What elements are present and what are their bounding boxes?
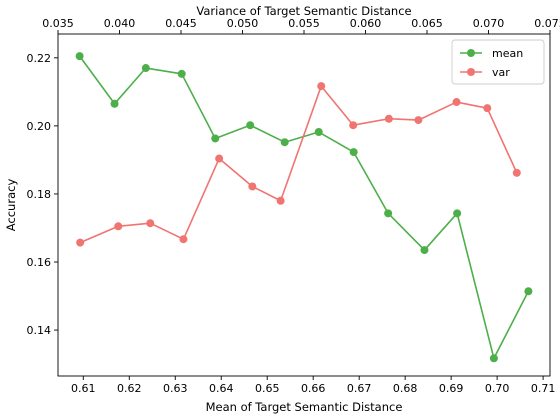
x-axis-label: Mean of Target Semantic Distance xyxy=(206,400,403,414)
data-point-var xyxy=(76,238,85,247)
x-tick-label: 0.62 xyxy=(117,382,142,395)
x-tick-label: 0.61 xyxy=(71,382,96,395)
data-point-var xyxy=(414,116,423,125)
top-x-tick-label: 0.055 xyxy=(288,17,320,30)
data-point-var xyxy=(276,196,285,205)
x-tick-label: 0.67 xyxy=(347,382,372,395)
plot-frame xyxy=(57,33,551,377)
y-tick-label: 0.14 xyxy=(27,324,52,337)
y-tick-label: 0.16 xyxy=(27,256,52,269)
data-point-mean xyxy=(110,99,119,108)
legend-marker-mean xyxy=(467,49,475,57)
data-point-var xyxy=(512,168,521,177)
x-tick-label: 0.71 xyxy=(531,382,556,395)
x-tick-label: 0.65 xyxy=(255,382,280,395)
data-point-mean xyxy=(314,128,323,137)
data-point-var xyxy=(215,154,224,163)
data-point-mean xyxy=(75,52,84,61)
top-x-tick-label: 0.075 xyxy=(534,17,560,30)
x-tick-label: 0.70 xyxy=(485,382,510,395)
legend-label-mean: mean xyxy=(492,47,523,60)
data-point-var xyxy=(452,98,461,107)
data-point-var xyxy=(317,82,326,91)
top-x-tick-label: 0.035 xyxy=(42,17,74,30)
data-point-mean xyxy=(246,121,255,130)
data-point-mean xyxy=(524,287,533,296)
y-tick-label: 0.18 xyxy=(27,188,52,201)
data-point-var xyxy=(114,222,123,231)
y-tick-label: 0.20 xyxy=(27,120,52,133)
top-x-tick-label: 0.045 xyxy=(165,17,197,30)
series-line-var xyxy=(79,85,518,244)
top-x-tick-label: 0.070 xyxy=(473,17,505,30)
data-point-mean xyxy=(141,64,150,73)
x-tick-label: 0.63 xyxy=(163,382,188,395)
data-point-var xyxy=(483,104,492,113)
axes-layer: 0.61 0.62 0.63 0.64 0.65 0.66 0.67 0.68 0.69 0.70… xyxy=(27,17,560,395)
data-point-mean xyxy=(349,148,358,157)
data-point-mean xyxy=(211,134,220,143)
data-point-var xyxy=(384,114,393,123)
x-tick-label: 0.68 xyxy=(393,382,418,395)
data-point-var xyxy=(248,182,257,191)
data-point-mean xyxy=(453,209,462,218)
top-x-tick-label: 0.040 xyxy=(104,17,136,30)
legend-label-var: var xyxy=(492,66,510,79)
data-point-var xyxy=(349,121,358,130)
legend: mean var xyxy=(451,39,545,85)
legend-marker-var xyxy=(467,68,475,76)
data-point-mean xyxy=(384,209,393,218)
top-x-tick-label: 0.060 xyxy=(350,17,382,30)
legend-box xyxy=(451,39,545,85)
x-tick-label: 0.66 xyxy=(301,382,326,395)
data-point-var xyxy=(146,219,155,228)
y-tick-label: 0.22 xyxy=(27,52,52,65)
data-point-mean xyxy=(280,138,289,147)
top-x-axis-label: Variance of Target Semantic Distance xyxy=(196,4,411,18)
top-x-tick-label: 0.050 xyxy=(227,17,259,30)
top-x-tick-label: 0.065 xyxy=(411,17,443,30)
series-line-mean xyxy=(78,55,530,360)
series-mean xyxy=(75,52,533,363)
series-layer xyxy=(75,52,533,363)
data-point-mean xyxy=(489,354,498,363)
y-axis-label: Accuracy xyxy=(4,179,18,232)
x-tick-label: 0.69 xyxy=(439,382,464,395)
x-tick-label: 0.64 xyxy=(209,382,234,395)
data-point-var xyxy=(179,235,188,244)
series-var xyxy=(76,82,521,247)
data-point-mean xyxy=(177,69,186,78)
data-point-mean xyxy=(420,246,429,255)
